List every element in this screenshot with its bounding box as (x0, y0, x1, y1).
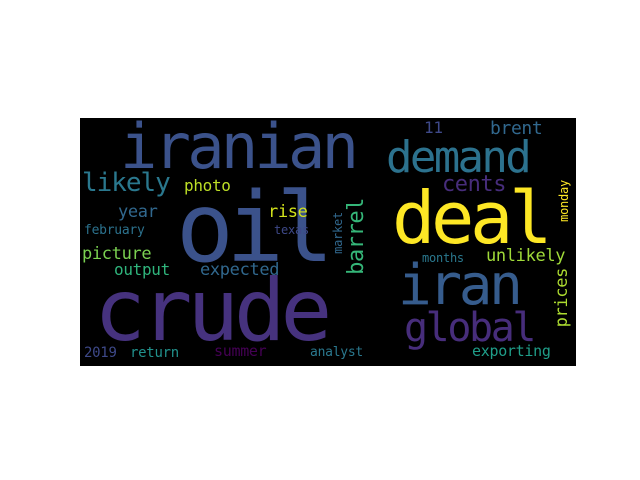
word-cloud: crude oil iranian deal demand iran globa… (80, 118, 576, 366)
word-texas: texas (274, 223, 309, 237)
word-demand: demand (386, 132, 532, 183)
word-likely: likely (82, 168, 171, 198)
word-rise: rise (268, 202, 308, 222)
word-picture: picture (82, 244, 152, 264)
word-crude: crude (94, 261, 332, 361)
word-iranian: iranian (120, 118, 359, 183)
word-global: global (404, 305, 536, 351)
word-barrel: barrel (344, 198, 369, 275)
word-months: months (422, 251, 464, 265)
word-february: february (84, 223, 145, 238)
word-unlikely: unlikely (486, 246, 566, 266)
word-cents: cents (442, 172, 507, 197)
word-exporting: exporting (472, 342, 551, 360)
word-analyst: analyst (310, 345, 363, 360)
word-deal: deal (392, 176, 552, 260)
word-2019: 2019 (84, 345, 117, 361)
word-summer: summer (214, 342, 267, 360)
word-monday: monday (557, 180, 571, 222)
word-expected: expected (200, 260, 280, 280)
word-return: return (130, 345, 179, 361)
word-year: year (118, 202, 158, 222)
word-prices: prices (552, 268, 572, 328)
word-market: market (331, 212, 345, 254)
word-11: 11 (424, 118, 443, 137)
word-output: output (114, 260, 170, 279)
word-brent: brent (490, 118, 543, 139)
word-photo: photo (184, 176, 231, 195)
word-iran: iran (398, 253, 523, 318)
word-oil: oil (176, 172, 334, 284)
